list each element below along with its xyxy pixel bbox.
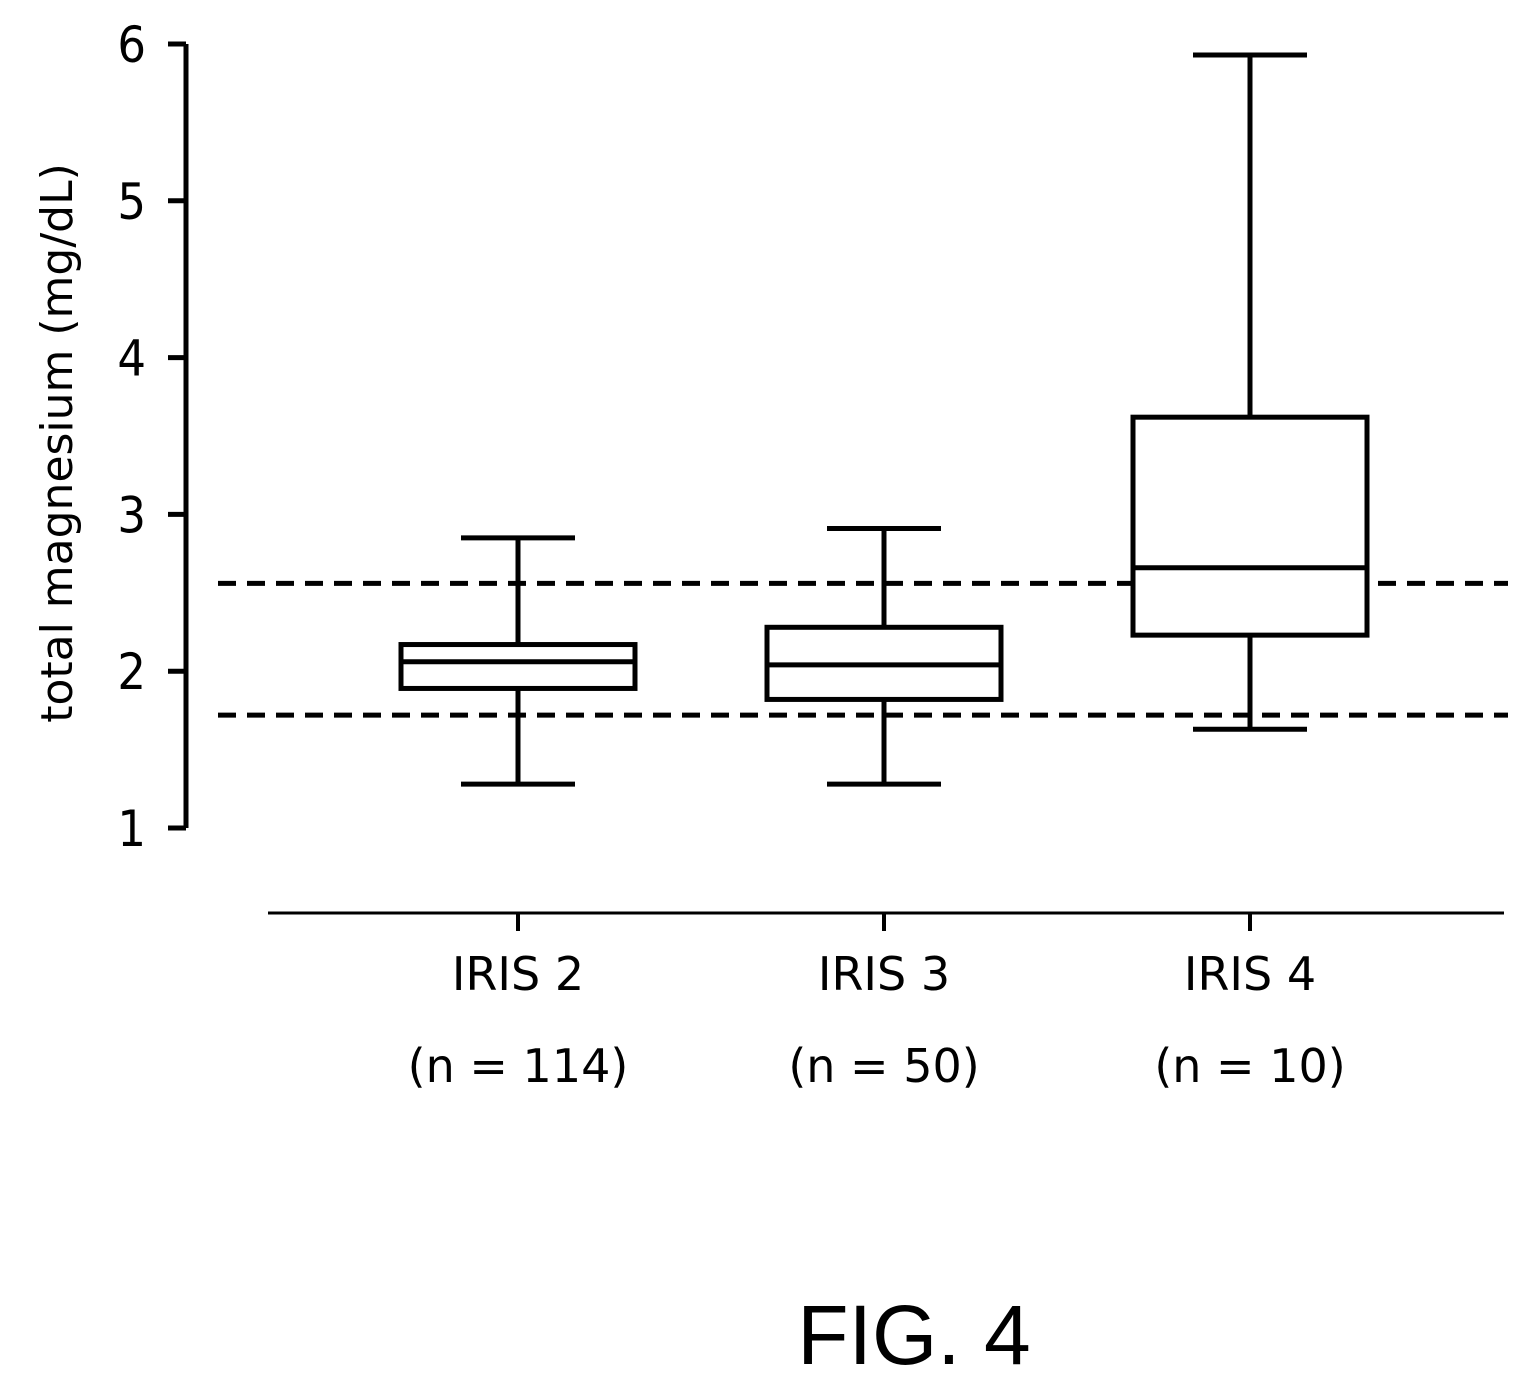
x-category-label: IRIS 2 (452, 947, 584, 1001)
box-3 (1130, 52, 1370, 732)
boxes (398, 52, 1370, 787)
y-tick-label: 3 (117, 486, 146, 544)
y-tick-label: 4 (117, 330, 146, 388)
x-category-label: IRIS 3 (818, 947, 950, 1001)
x-axis: IRIS 2 (n = 114) IRIS 3 (n = 50) IRIS 4 (n = … (268, 911, 1504, 1093)
y-tick-label: 5 (117, 173, 146, 231)
y-axis-title: total magnesium (mg/dL) (32, 163, 83, 723)
x-category-label: IRIS 4 (1184, 947, 1316, 1001)
figure-caption: FIG. 4 (797, 1288, 1030, 1382)
box-1 (398, 535, 638, 787)
y-tick-label: 2 (117, 643, 146, 701)
x-category-n-label: (n = 114) (408, 1039, 629, 1093)
x-category-n-label: (n = 10) (1154, 1039, 1345, 1093)
x-category-n-label: (n = 50) (788, 1039, 979, 1093)
y-axis: 1 2 3 4 5 6 (117, 16, 189, 858)
y-tick-label: 6 (117, 16, 146, 74)
iqr-box (1130, 414, 1370, 638)
y-tick-label: 1 (117, 800, 146, 858)
box-2 (764, 526, 1004, 787)
iqr-box (398, 642, 638, 691)
